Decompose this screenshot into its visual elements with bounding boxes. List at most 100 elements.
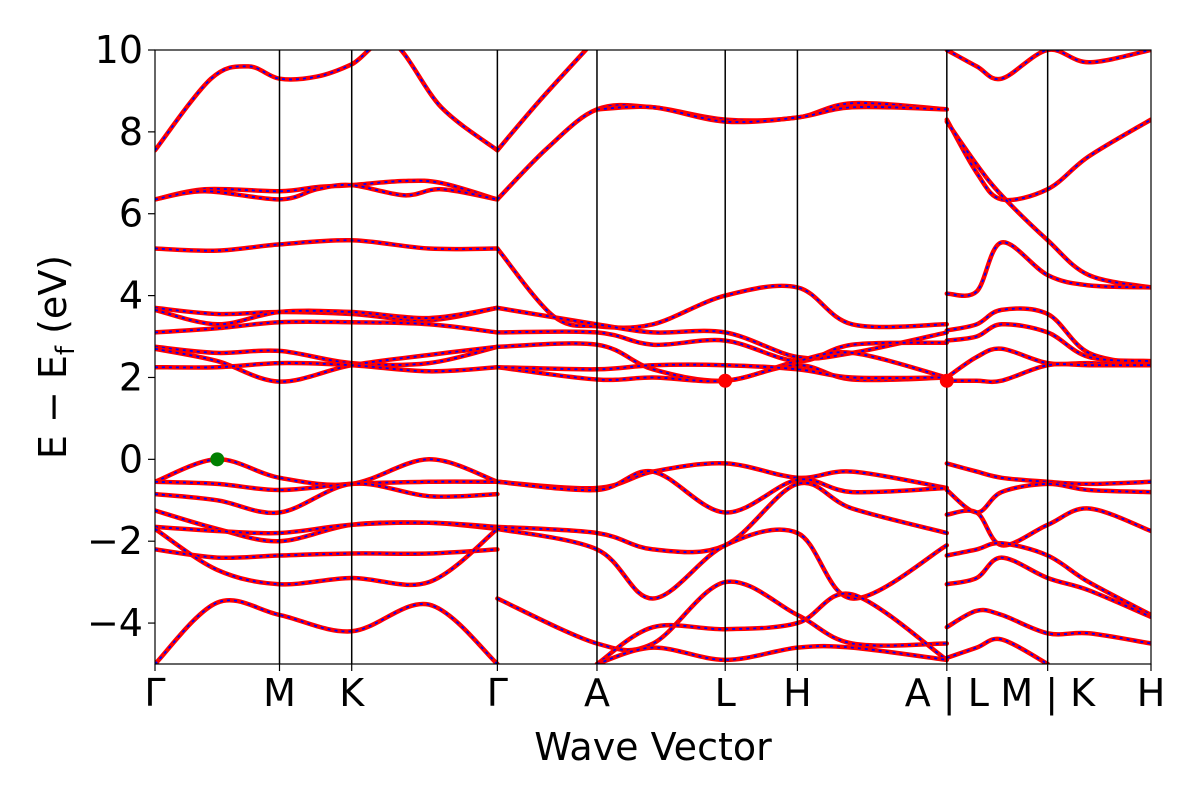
band-line-dashed [946, 462, 1151, 485]
band-line-solid [155, 237, 500, 253]
band-line-dashed [155, 50, 498, 152]
band-line-solid [944, 636, 1050, 664]
band-line-dashed [155, 528, 498, 586]
y-tick-label: 8 [119, 110, 143, 154]
y-axis-label: E − Ef (eV) [31, 255, 81, 459]
band-line-solid [944, 50, 1151, 82]
band-line-solid [495, 246, 950, 330]
x-tick-label: H [783, 671, 812, 715]
band-line-dashed [497, 470, 947, 514]
y-axis-label-main: E − E [31, 355, 75, 459]
band-line-dashed [155, 521, 498, 535]
band-line-dashed [946, 241, 1151, 297]
band-line [944, 361, 1151, 385]
band-line-solid [944, 555, 1151, 620]
band-line-dashed [155, 599, 498, 664]
band-line-dashed [946, 347, 1151, 379]
band-line [155, 360, 500, 374]
y-tick-label: 4 [119, 274, 143, 318]
y-tick-label: −4 [87, 601, 143, 645]
band-line-dashed [946, 637, 1049, 664]
band-line-dashed [596, 645, 947, 664]
band-line [155, 237, 500, 253]
band-line [495, 100, 950, 202]
x-tick-label: A | L [905, 671, 989, 716]
band-line [944, 607, 1151, 646]
band-line [155, 182, 500, 202]
band-line-dashed [946, 121, 1151, 289]
x-tick-label: Γ [487, 671, 508, 715]
band-line-dashed [155, 183, 498, 201]
x-axis-label: Wave Vector [534, 725, 772, 769]
band-line-solid [155, 50, 500, 153]
band-line-dashed [497, 342, 948, 382]
band-line-dashed [155, 480, 498, 491]
y-tick-label: −2 [87, 519, 143, 563]
band-line [155, 526, 500, 588]
plot-frame [154, 49, 1152, 665]
vbm-marker [210, 452, 225, 467]
band-line [155, 520, 500, 536]
band-line [944, 461, 1151, 487]
band-line-solid [944, 481, 1151, 515]
kpoint-lines [278, 50, 1049, 664]
extrema-markers [210, 373, 954, 467]
band-line [155, 547, 500, 561]
band-line [155, 344, 500, 384]
band-line-dashed [155, 345, 498, 383]
band-line [944, 506, 1151, 548]
band-line [944, 481, 1151, 515]
band-line-dashed [946, 609, 1151, 645]
band-line-solid [944, 506, 1151, 548]
band-line-dashed [155, 320, 498, 334]
band-line [944, 540, 1151, 618]
band-line-dashed [946, 507, 1151, 547]
y-axis-label-unit: (eV) [31, 255, 75, 346]
band-line-dashed [946, 118, 1151, 201]
band-line-dashed [497, 580, 947, 652]
band-line-solid [495, 461, 950, 491]
band-line-dashed [946, 307, 1151, 367]
y-tick-label: 6 [119, 192, 143, 236]
y-tick-label: 2 [119, 355, 143, 399]
band-line [594, 104, 950, 125]
band-line-dashed [596, 105, 947, 123]
band-line-solid [944, 461, 1151, 487]
band-line [155, 481, 500, 516]
band-line-solid [944, 119, 1151, 290]
band-line [944, 119, 1151, 290]
band-line-dashed [155, 345, 498, 366]
band-line-dashed [155, 307, 498, 326]
band-line-dashed [946, 363, 1151, 383]
y-tick-label: 10 [95, 28, 143, 72]
band-line-solid [495, 100, 950, 202]
band-line [944, 306, 1151, 368]
x-tick-label: Γ [144, 671, 165, 715]
y-axis: −4 −2 0 2 4 6 8 10 [87, 28, 155, 645]
band-line [155, 598, 500, 664]
band-line [944, 50, 1151, 82]
x-tick-label: M | K [1000, 671, 1096, 716]
band-line [944, 117, 1151, 203]
band-line-dashed [155, 482, 498, 514]
band-line [155, 479, 500, 493]
band-line-solid [944, 361, 1151, 385]
band-line-dashed [496, 247, 947, 329]
band-line [594, 591, 950, 664]
band-line [155, 305, 500, 327]
band-line [495, 526, 950, 601]
band-line-dashed [155, 362, 498, 373]
x-tick-label: H [1137, 671, 1166, 715]
band-line [495, 246, 950, 330]
x-tick-label: A [584, 671, 610, 715]
cbm-marker [939, 373, 954, 388]
band-line [155, 50, 500, 153]
band-line [944, 321, 1151, 364]
y-axis-label-subscript: f [51, 345, 81, 355]
band-line-solid [155, 598, 500, 664]
band-line [495, 461, 950, 491]
band-line-dashed [946, 542, 1151, 616]
band-line-dashed [155, 239, 498, 252]
